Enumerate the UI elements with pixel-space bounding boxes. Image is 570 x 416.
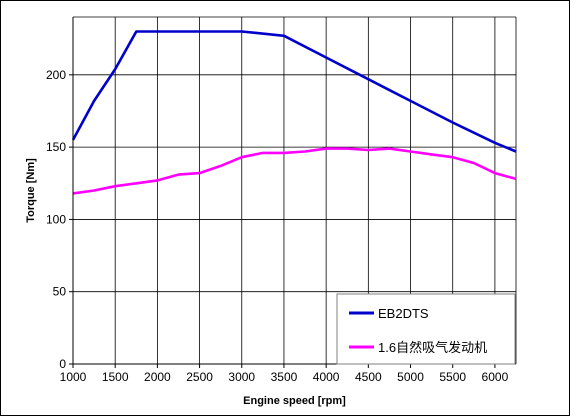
legend-label-eb2dts: EB2DTS <box>378 306 429 321</box>
x-tick-labels: 1000 1500 2000 2500 3000 3500 4000 4500 5000 5500… <box>60 370 509 384</box>
x-tick-label: 6000 <box>482 370 509 384</box>
x-tick-label: 1000 <box>60 370 87 384</box>
x-tick-label: 4500 <box>355 370 382 384</box>
legend-label-1-6-na-engine: 1.6自然吸气发动机 <box>378 340 487 355</box>
series-lines <box>71 30 517 195</box>
series-line-0 <box>71 30 517 153</box>
legend: EB2DTS 1.6自然吸气发动机 <box>336 293 516 365</box>
legend-box <box>336 293 516 365</box>
x-tick-label: 2500 <box>186 370 213 384</box>
y-tick-label: 200 <box>46 68 66 82</box>
y-tick-labels: 0 50 100 150 200 <box>46 68 66 371</box>
x-tick-label: 1500 <box>102 370 129 384</box>
y-tick-label: 50 <box>53 285 67 299</box>
x-tick-label: 5000 <box>397 370 424 384</box>
grid-lines <box>73 16 517 364</box>
y-tick-label: 100 <box>46 212 66 226</box>
x-tick-label: 5500 <box>439 370 466 384</box>
x-tick-label: 4000 <box>313 370 340 384</box>
y-tick-label: 0 <box>59 357 66 371</box>
x-tick-label: 3000 <box>228 370 255 384</box>
y-tick-label: 150 <box>46 140 66 154</box>
series-line-1 <box>72 147 517 195</box>
x-tick-label: 3500 <box>271 370 298 384</box>
y-axis-title: Torque [Nm] <box>25 158 37 223</box>
x-axis-title: Engine speed [rpm] <box>243 395 346 407</box>
x-tick-label: 2000 <box>144 370 171 384</box>
